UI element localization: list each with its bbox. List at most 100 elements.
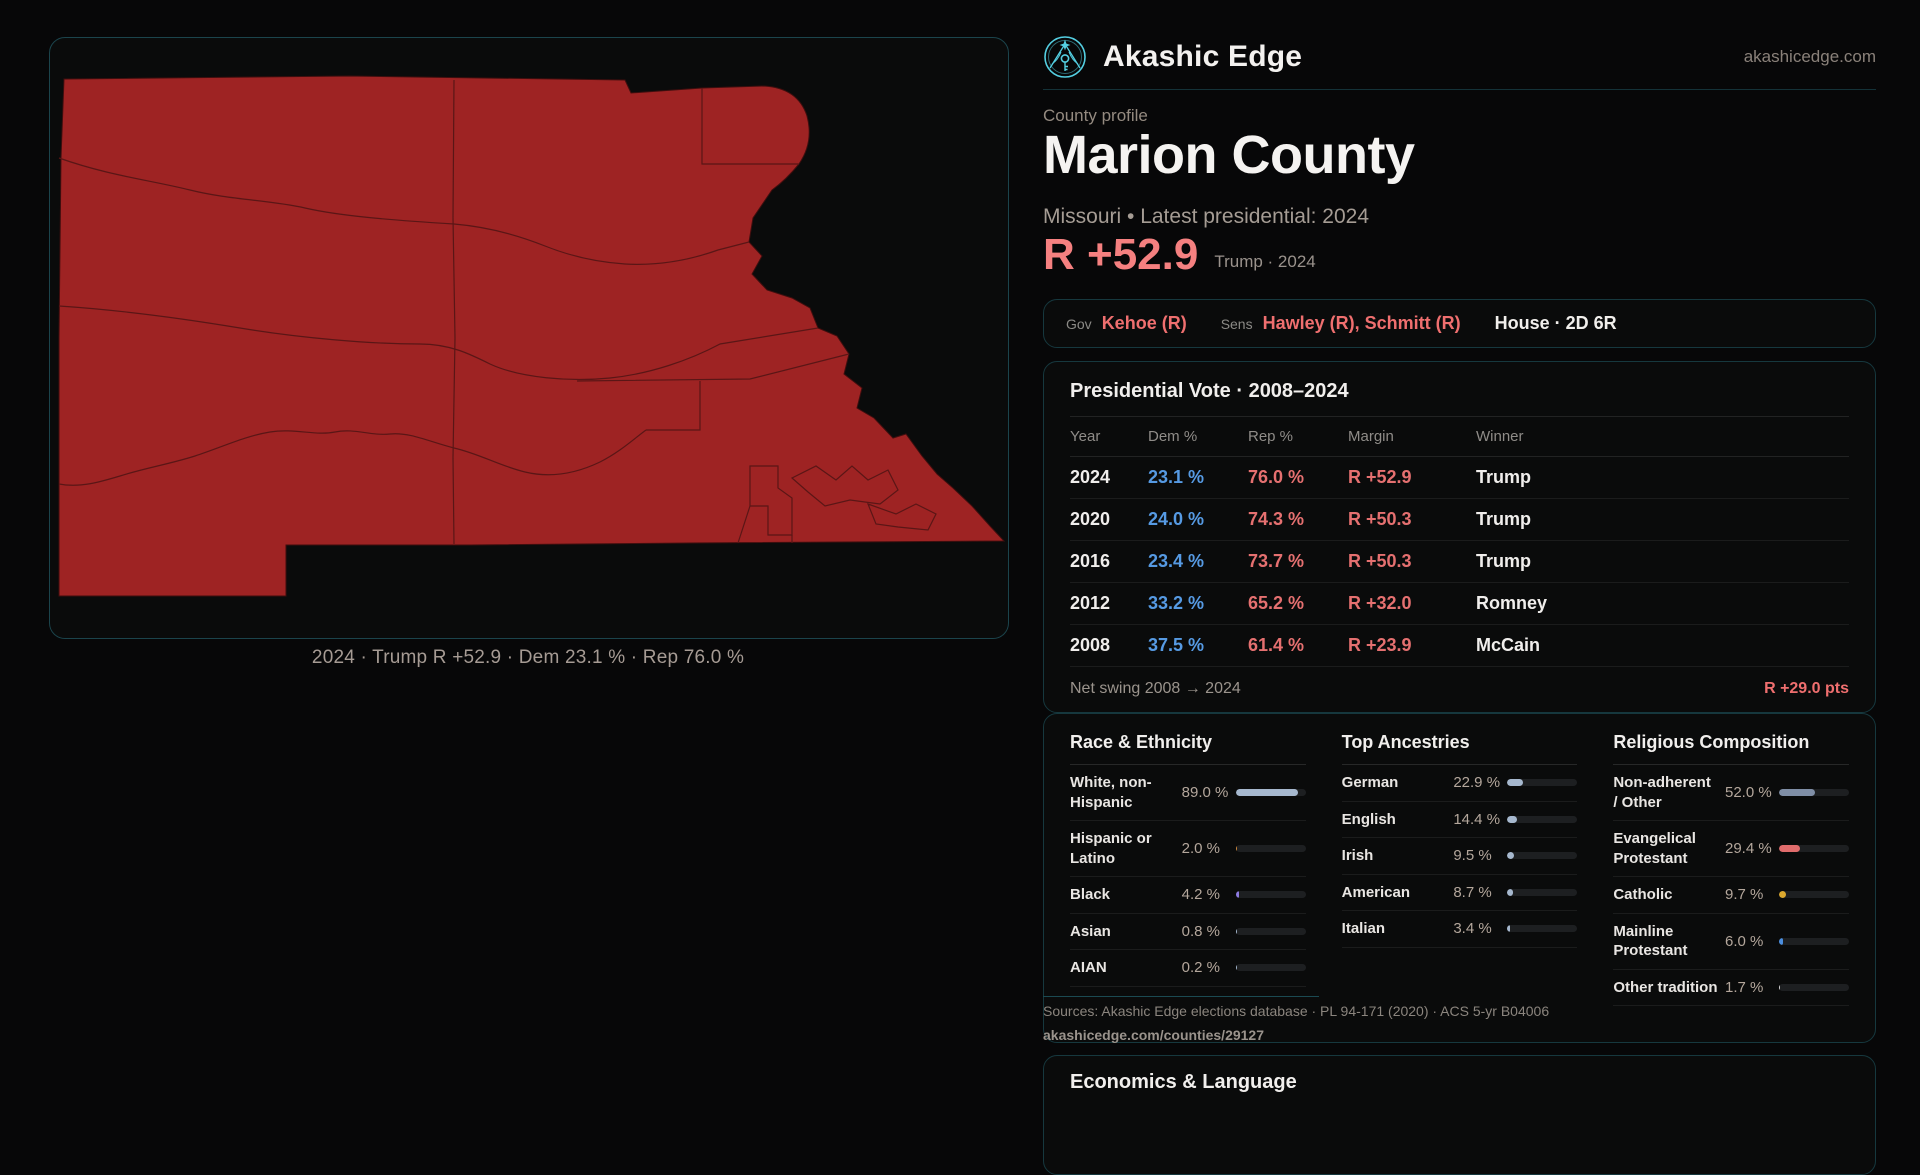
stat-label: Catholic [1613, 885, 1725, 905]
table-cell: 2024 [1070, 467, 1148, 488]
stat-bar-track [1507, 816, 1577, 823]
headline-margin: R +52.9 Trump · 2024 [1043, 233, 1876, 277]
brand-logo-icon [1043, 35, 1087, 79]
net-swing-label: Net swing 2008 → 2024 [1070, 680, 1241, 698]
table-cell: 2016 [1070, 551, 1148, 572]
table-cell: 74.3 % [1248, 509, 1348, 530]
stat-label: Black [1070, 885, 1182, 905]
stat-label: Mainline Protestant [1613, 922, 1725, 961]
stat-bar-fill [1236, 789, 1298, 796]
stat-bar-fill [1779, 938, 1783, 945]
table-cell: 37.5 % [1148, 635, 1248, 656]
stat-value: 1.7 % [1725, 979, 1779, 996]
sources-line: Sources: Akashic Edge elections database… [1043, 1003, 1876, 1019]
sources-divider [1043, 996, 1319, 997]
section-title: Race & Ethnicity [1070, 732, 1306, 765]
stat-bar-track [1507, 852, 1577, 859]
table-cell: 61.4 % [1248, 635, 1348, 656]
section-title: Top Ancestries [1342, 732, 1578, 765]
gov-label: Gov [1066, 316, 1092, 332]
stat-value: 0.2 % [1182, 959, 1236, 976]
brand-domain-link[interactable]: akashicedge.com [1744, 47, 1876, 67]
stat-value: 8.7 % [1453, 884, 1507, 901]
stat-value: 14.4 % [1453, 811, 1507, 828]
stat-label: White, non-Hispanic [1070, 773, 1182, 812]
county-shape[interactable] [59, 76, 1004, 596]
col-winner: Winner [1476, 428, 1849, 445]
stat-bar-fill [1507, 925, 1509, 932]
headline-margin-value: R +52.9 [1043, 233, 1198, 277]
sources-block: Sources: Akashic Edge elections database… [1043, 1003, 1876, 1043]
table-cell: Romney [1476, 593, 1849, 614]
stat-bar-track [1236, 928, 1306, 935]
stat-bar-fill [1779, 789, 1815, 796]
stat-label: Non-adherent / Other [1613, 773, 1725, 812]
table-cell: 65.2 % [1248, 593, 1348, 614]
stat-bar-track [1236, 891, 1306, 898]
stat-label: AIAN [1070, 958, 1182, 978]
stat-value: 52.0 % [1725, 784, 1779, 801]
col-margin: Margin [1348, 428, 1476, 445]
table-cell: 2008 [1070, 635, 1148, 656]
stat-bar-fill [1779, 845, 1800, 852]
col-year: Year [1070, 428, 1148, 445]
table-cell: R +32.0 [1348, 593, 1476, 614]
economics-title: Economics & Language [1070, 1071, 1849, 1094]
table-cell: Trump [1476, 467, 1849, 488]
table-cell: 2012 [1070, 593, 1148, 614]
county-map [50, 38, 1008, 638]
stat-value: 89.0 % [1182, 784, 1236, 801]
page-subtitle: Missouri • Latest presidential: 2024 [1043, 205, 1876, 229]
stat-label: Hispanic or Latino [1070, 829, 1182, 868]
stat-value: 4.2 % [1182, 886, 1236, 903]
stat-label: American [1342, 883, 1454, 903]
stat-label: German [1342, 773, 1454, 793]
stat-bar-fill [1779, 891, 1786, 898]
table-cell: R +50.3 [1348, 509, 1476, 530]
stat-label: Other tradition [1613, 978, 1725, 998]
economics-panel: Economics & Language [1043, 1055, 1876, 1175]
table-cell: 23.4 % [1148, 551, 1248, 572]
stat-bar-fill [1507, 779, 1523, 786]
table-cell: R +52.9 [1348, 467, 1476, 488]
brand-name: Akashic Edge [1103, 40, 1302, 74]
table-cell: 73.7 % [1248, 551, 1348, 572]
stat-bar-fill [1236, 845, 1237, 852]
stat-value: 3.4 % [1453, 920, 1507, 937]
table-cell: Trump [1476, 551, 1849, 572]
sens-value: Hawley (R), Schmitt (R) [1263, 313, 1461, 334]
stat-label: Asian [1070, 922, 1182, 942]
county-url-link[interactable]: akashicedge.com/counties/29127 [1043, 1027, 1876, 1043]
net-swing-value: R +29.0 pts [1764, 680, 1849, 698]
table-cell: 76.0 % [1248, 467, 1348, 488]
stat-bar-track [1779, 789, 1849, 796]
table-cell: 33.2 % [1148, 593, 1248, 614]
gov-value: Kehoe (R) [1102, 313, 1187, 334]
presidential-vote-title: Presidential Vote · 2008–2024 [1070, 380, 1849, 417]
page-title: Marion County [1043, 124, 1876, 186]
stat-value: 0.8 % [1182, 923, 1236, 940]
stat-bar-track [1236, 789, 1306, 796]
stat-bar-track [1236, 845, 1306, 852]
stat-bar-track [1507, 889, 1577, 896]
table-cell: R +50.3 [1348, 551, 1476, 572]
stat-label: Irish [1342, 846, 1454, 866]
stat-value: 2.0 % [1182, 840, 1236, 857]
